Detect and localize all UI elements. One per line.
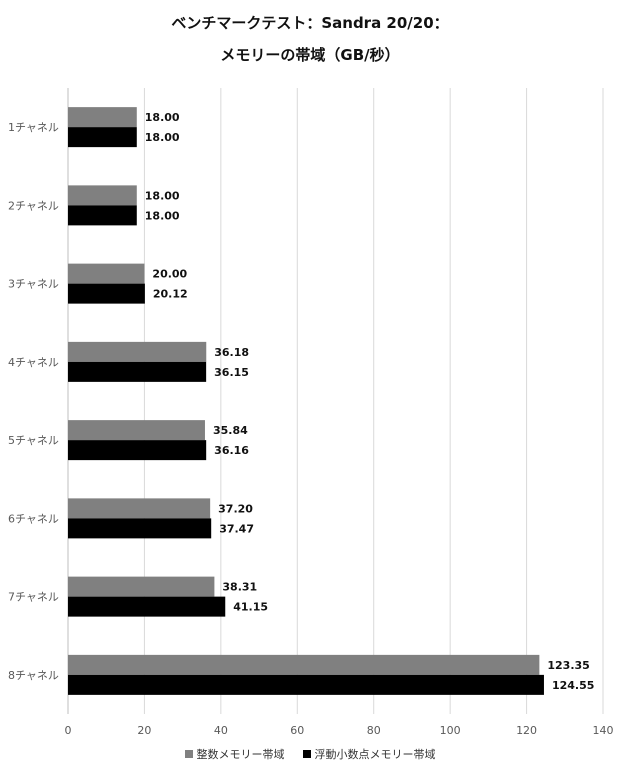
bar-series-1-7 — [68, 576, 215, 597]
bar-series-1-1 — [68, 107, 137, 128]
legend-swatch-series-2 — [302, 750, 311, 758]
bar-series-1-8 — [68, 654, 540, 675]
chart-legend: 整数メモリー帯域 浮動小数点メモリー帯域 — [0, 746, 620, 762]
category-label-7: 7チャネル — [8, 591, 59, 604]
x-tick-label-120: 120 — [516, 724, 537, 737]
chart-subtitle: メモリーの帯域（GB/秒） — [220, 46, 400, 64]
category-label-2: 2チャネル — [8, 199, 59, 212]
x-tick-label-140: 140 — [593, 724, 614, 737]
bar-series-2-6 — [68, 518, 212, 539]
data-label-series-1-1: 18.00 — [145, 111, 180, 124]
data-label-series-2-8: 124.55 — [552, 679, 594, 692]
legend-label-series-2: 浮動小数点メモリー帯域 — [314, 748, 436, 761]
data-label-series-2-1: 18.00 — [145, 131, 180, 144]
x-tick-label-20: 20 — [137, 724, 151, 737]
category-label-4: 4チャネル — [8, 356, 59, 369]
legend-swatch-series-1 — [184, 750, 193, 758]
data-label-series-2-3: 20.12 — [153, 288, 188, 301]
data-label-series-1-6: 37.20 — [218, 502, 253, 515]
bar-series-2-1 — [68, 127, 137, 148]
bar-series-2-2 — [68, 205, 137, 226]
x-tick-label-80: 80 — [367, 724, 381, 737]
data-label-series-1-8: 123.35 — [547, 659, 589, 672]
category-label-6: 6チャネル — [8, 512, 59, 525]
category-label-3: 3チャネル — [8, 278, 59, 291]
data-label-series-1-7: 38.31 — [222, 581, 257, 594]
data-label-series-2-2: 18.00 — [145, 209, 180, 222]
bar-series-2-5 — [68, 440, 207, 461]
x-tick-label-40: 40 — [214, 724, 228, 737]
legend-item-series-1: 整数メモリー帯域 — [184, 746, 285, 762]
data-label-series-1-3: 20.00 — [152, 268, 187, 281]
data-label-series-2-6: 37.47 — [219, 522, 254, 535]
bar-series-1-6 — [68, 498, 211, 519]
x-tick-label-0: 0 — [65, 724, 72, 737]
x-tick-label-60: 60 — [290, 724, 304, 737]
x-tick-label-100: 100 — [440, 724, 461, 737]
legend-item-series-2: 浮動小数点メモリー帯域 — [302, 746, 436, 762]
bar-series-2-8 — [68, 674, 544, 695]
data-label-series-1-2: 18.00 — [145, 189, 180, 202]
bar-series-2-7 — [68, 596, 226, 617]
data-label-series-1-5: 35.84 — [213, 424, 248, 437]
data-label-series-2-4: 36.15 — [214, 366, 249, 379]
category-label-8: 8チャネル — [8, 669, 59, 682]
chart-title: ベンチマークテスト：Sandra 20/20： — [171, 14, 449, 32]
data-label-series-1-4: 36.18 — [214, 346, 249, 359]
bar-series-1-2 — [68, 185, 137, 206]
bar-series-1-3 — [68, 263, 145, 284]
data-label-series-2-5: 36.16 — [214, 444, 249, 457]
bar-series-2-3 — [68, 283, 145, 304]
category-label-1: 1チャネル — [8, 121, 59, 134]
bar-series-1-4 — [68, 341, 207, 362]
bar-series-2-4 — [68, 361, 207, 382]
data-label-series-2-7: 41.15 — [233, 601, 268, 614]
legend-label-series-1: 整数メモリー帯域 — [196, 748, 285, 761]
bar-series-1-5 — [68, 420, 205, 441]
category-label-5: 5チャネル — [8, 434, 59, 447]
